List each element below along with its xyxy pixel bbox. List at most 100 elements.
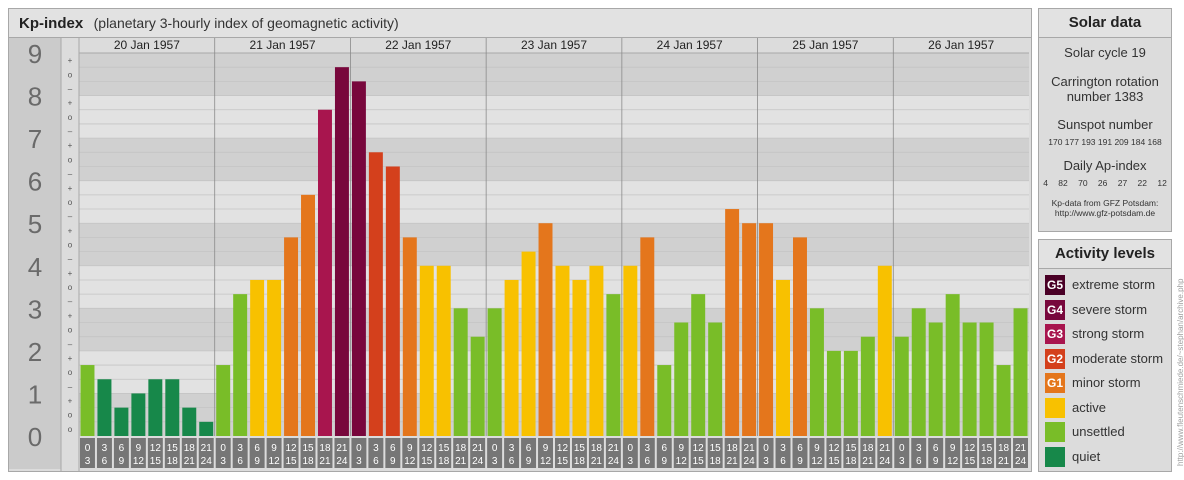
y-tick-label: 1 <box>28 379 42 409</box>
interval-cell <box>317 438 333 468</box>
interval-start-label: 15 <box>438 443 450 454</box>
interval-cell <box>962 438 978 468</box>
interval-end-label: 9 <box>661 456 667 467</box>
kp-bar <box>114 407 129 436</box>
day-label: 20 Jan 1957 <box>114 38 180 52</box>
legend-swatch: G1 <box>1045 373 1065 393</box>
y-minor-mark: – <box>68 84 73 93</box>
y-axis-column <box>9 38 61 469</box>
interval-end-label: 15 <box>557 456 569 467</box>
y-tick-label: 7 <box>28 124 42 154</box>
kp-bar <box>860 336 875 436</box>
interval-start-label: 3 <box>373 443 379 454</box>
interval-end-label: 18 <box>981 456 993 467</box>
interval-start-label: 3 <box>645 443 651 454</box>
y-minor-mark: – <box>68 170 73 179</box>
interval-start-label: 6 <box>933 443 939 454</box>
kp-bar <box>945 294 960 436</box>
kp-bar <box>1013 308 1028 436</box>
interval-end-label: 3 <box>492 456 498 467</box>
interval-end-label: 12 <box>947 456 959 467</box>
kp-bar <box>80 365 95 436</box>
day-label: 23 Jan 1957 <box>521 38 587 52</box>
interval-cell <box>724 438 740 468</box>
interval-start-label: 6 <box>526 443 532 454</box>
y-tick-label: 5 <box>28 209 42 239</box>
interval-start-label: 9 <box>678 443 684 454</box>
kp-bar <box>996 365 1011 436</box>
y-minor-mark: o <box>68 198 73 207</box>
interval-cell <box>521 438 537 468</box>
interval-cell <box>588 438 604 468</box>
interval-cell <box>945 438 961 468</box>
interval-cell <box>402 438 418 468</box>
interval-end-label: 3 <box>220 456 226 467</box>
interval-end-label: 15 <box>693 456 705 467</box>
interval-end-label: 15 <box>150 456 162 467</box>
y-minor-mark: – <box>68 340 73 349</box>
interval-cell <box>639 438 655 468</box>
interval-cell <box>860 438 876 468</box>
interval-end-label: 21 <box>862 456 874 467</box>
y-tick-label: 8 <box>28 82 42 112</box>
activity-levels-panel: Activity levels G5 extreme storm G4 severe … <box>1038 239 1172 472</box>
interval-cell <box>1013 438 1028 468</box>
kp-bar <box>657 365 672 436</box>
interval-start-label: 9 <box>136 443 142 454</box>
interval-end-label: 6 <box>373 456 379 467</box>
interval-cell <box>300 438 316 468</box>
solar-data-title: Solar data <box>1039 9 1171 38</box>
y-minor-mark: – <box>68 212 73 221</box>
legend-label: strong storm <box>1072 326 1145 341</box>
sunspot-label: Sunspot number <box>1057 117 1153 132</box>
interval-start-label: 6 <box>797 443 803 454</box>
interval-cell <box>419 438 435 468</box>
kp-bar <box>894 336 909 436</box>
y-minor-mark: + <box>68 141 73 150</box>
y-minor-mark: o <box>68 411 73 420</box>
interval-end-label: 18 <box>574 456 586 467</box>
kp-bar <box>334 67 349 436</box>
interval-end-label: 21 <box>184 456 196 467</box>
kp-bar <box>368 152 383 436</box>
interval-start-label: 9 <box>271 443 277 454</box>
interval-start-label: 0 <box>492 443 498 454</box>
interval-cell <box>385 438 401 468</box>
day-label: 21 Jan 1957 <box>250 38 316 52</box>
interval-start-label: 18 <box>455 443 467 454</box>
interval-cell <box>928 438 944 468</box>
kp-chart-panel: Kp-index (planetary 3-hourly index of ge… <box>8 8 1032 472</box>
interval-start-label: 15 <box>302 443 314 454</box>
interval-cell <box>775 438 791 468</box>
legend-label: minor storm <box>1072 375 1141 390</box>
day-label: 22 Jan 1957 <box>385 38 451 52</box>
interval-cell <box>979 438 995 468</box>
kp-bar <box>148 379 163 436</box>
interval-start-label: 3 <box>509 443 515 454</box>
interval-end-label: 6 <box>645 456 651 467</box>
kp-bar <box>521 251 536 436</box>
interval-start-label: 12 <box>693 443 705 454</box>
interval-start-label: 18 <box>998 443 1010 454</box>
kp-bar <box>284 237 299 436</box>
kp-band <box>79 223 1029 266</box>
interval-end-label: 21 <box>455 456 467 467</box>
interval-cell <box>164 438 180 468</box>
legend-swatch <box>1045 422 1065 442</box>
interval-cell <box>198 438 214 468</box>
ap-values: 4 82 70 26 27 22 12 <box>1043 178 1167 188</box>
y-minor-mark: – <box>68 255 73 264</box>
kp-bar <box>674 322 689 436</box>
interval-cell <box>843 438 859 468</box>
interval-start-label: 12 <box>964 443 976 454</box>
interval-end-label: 18 <box>438 456 450 467</box>
solar-data-panel: Solar data Solar cycle 19 Carrington rot… <box>1038 8 1172 232</box>
interval-end-label: 12 <box>133 456 145 467</box>
interval-start-label: 9 <box>407 443 413 454</box>
interval-cell <box>266 438 282 468</box>
kp-bar <box>233 294 248 436</box>
kp-bar <box>504 279 519 436</box>
interval-start-label: 6 <box>254 443 260 454</box>
y-tick-label: 2 <box>28 337 42 367</box>
interval-end-label: 15 <box>421 456 433 467</box>
